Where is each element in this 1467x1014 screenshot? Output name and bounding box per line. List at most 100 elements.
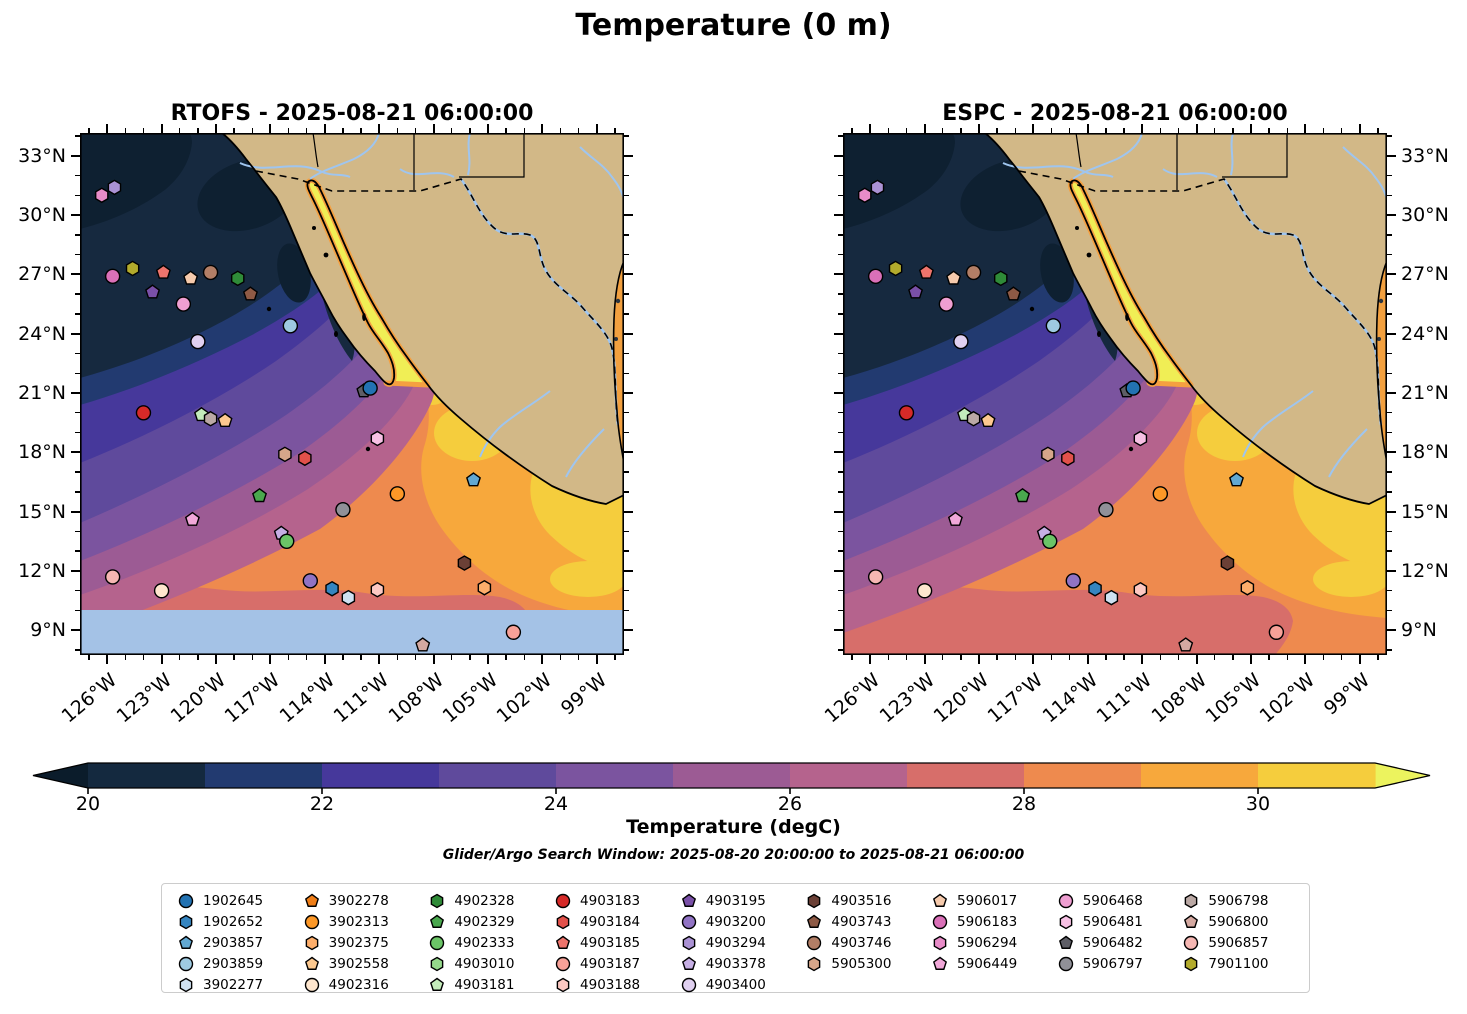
x-tick	[960, 128, 962, 133]
circle-marker-icon	[304, 977, 319, 992]
y-tick	[838, 234, 843, 236]
legend-item-4903187: 4903187	[555, 953, 681, 974]
y-tick	[75, 590, 80, 592]
x-tick	[577, 128, 580, 133]
legend-item-3902558: 3902558	[304, 953, 430, 974]
y-tick	[838, 194, 843, 196]
y-tick-label: 15°N	[18, 500, 66, 523]
legend-column: 5906468 5906481 5906482 5906797	[1058, 890, 1184, 974]
legend-item-4903400: 4903400	[681, 974, 807, 995]
legend-marker-3902375	[305, 935, 319, 950]
legend-item-5906468: 5906468	[1058, 890, 1184, 911]
x-tick	[1105, 128, 1107, 133]
y-tick	[834, 451, 843, 454]
y-tick	[838, 609, 843, 612]
x-tick	[1268, 655, 1270, 660]
hexagon-marker-icon	[1059, 914, 1073, 929]
legend-marker-7901100	[1185, 956, 1198, 971]
x-tick	[215, 655, 217, 664]
y-tick	[1387, 293, 1392, 295]
legend-marker-3902313	[304, 914, 319, 929]
y-tick	[624, 649, 629, 651]
y-tick	[1387, 530, 1392, 533]
argo-marker-4903195	[145, 284, 161, 299]
argo-marker-4903185	[918, 264, 934, 279]
x-tick	[197, 128, 199, 133]
x-tick	[124, 655, 127, 660]
argo-marker-2903857	[1229, 472, 1244, 487]
argo-marker-4903516	[1220, 555, 1235, 571]
search-window-subtitle: Glider/Argo Search Window: 2025-08-20 20…	[442, 847, 1025, 863]
y-tick	[838, 412, 843, 414]
y-tick	[1387, 372, 1392, 374]
y-tick-label: 24°N	[1401, 322, 1449, 345]
argo-marker-5906800	[1178, 637, 1194, 652]
argo-marker-5906797	[1098, 501, 1114, 518]
x-tick	[287, 655, 290, 660]
x-tick	[1050, 128, 1053, 133]
y-tick	[838, 590, 843, 592]
argo-marker-5906800	[415, 637, 431, 652]
x-tick	[1286, 128, 1288, 133]
y-tick	[624, 392, 633, 394]
hexagon-marker-icon	[1185, 956, 1198, 971]
y-tick	[71, 154, 80, 157]
legend-item-4903195: 4903195	[681, 890, 807, 911]
x-tick	[179, 655, 181, 660]
y-tick	[624, 550, 629, 552]
legend-column: 4903195 4903200 4903294 4903378 4903400	[681, 890, 807, 995]
legend-marker-3902558	[304, 956, 319, 970]
x-tick	[1141, 655, 1144, 664]
x-tick	[106, 124, 109, 133]
y-tick	[71, 451, 80, 454]
legend-item-2903859: 2903859	[178, 953, 304, 974]
argo-marker-5906017	[183, 270, 199, 285]
legend-item-4903200: 4903200	[681, 911, 807, 932]
legend-label: 4903516	[831, 892, 892, 909]
argo-marker-5906183	[867, 268, 884, 285]
y-tick	[71, 392, 80, 394]
legend-label: 4903184	[580, 913, 641, 930]
x-tick	[1159, 655, 1162, 660]
legend-label: 5906482	[1082, 934, 1143, 951]
y-tick	[624, 234, 629, 236]
x-tick	[1177, 128, 1180, 133]
x-tick	[1177, 655, 1180, 660]
y-tick	[838, 471, 843, 473]
y-tick	[1387, 590, 1392, 592]
y-tick	[838, 530, 843, 533]
y-tick	[75, 194, 80, 196]
x-tick	[1141, 124, 1144, 133]
argo-marker-1902645	[362, 380, 378, 396]
legend-item-5906183: 5906183	[932, 911, 1058, 932]
circle-marker-icon	[304, 914, 319, 929]
circle-marker-icon	[681, 914, 696, 929]
circle-marker-icon	[178, 956, 194, 971]
pentagon-marker-icon	[681, 956, 696, 970]
argo-marker-4903183	[135, 405, 152, 421]
argo-marker-5906797	[335, 501, 351, 518]
y-tick-label: 33°N	[18, 144, 66, 167]
pentagon-marker-icon	[681, 893, 696, 907]
x-tick	[1304, 655, 1307, 664]
x-tick	[978, 655, 980, 664]
argo-marker-5906017	[946, 270, 962, 285]
x-tick	[577, 655, 580, 660]
argo-marker-5906468	[938, 296, 955, 312]
y-tick-label: 18°N	[1401, 441, 1449, 464]
legend-item-5906294: 5906294	[932, 932, 1058, 953]
legend-item-5906449: 5906449	[932, 953, 1058, 974]
argo-marker-1902652	[325, 580, 339, 597]
legend-item-5906800: 5906800	[1183, 911, 1309, 932]
x-tick	[595, 124, 598, 133]
circle-marker-icon	[807, 935, 822, 950]
colorbar-tick-label: 28	[1011, 793, 1037, 815]
y-tick	[834, 510, 843, 513]
legend-marker-4903378	[681, 956, 696, 970]
x-tick	[1086, 655, 1089, 664]
argo-marker-4902333	[1042, 533, 1058, 550]
y-tick	[624, 451, 633, 454]
y-tick	[75, 174, 80, 177]
legend-item-3902375: 3902375	[304, 932, 430, 953]
